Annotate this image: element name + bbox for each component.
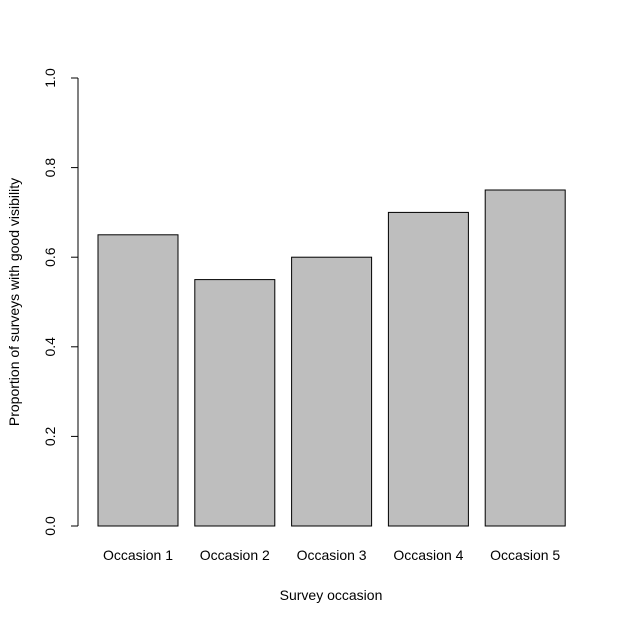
bars-group bbox=[97, 189, 566, 527]
x-tick-label: Occasion 3 bbox=[297, 547, 367, 563]
y-tick-label: 0.6 bbox=[42, 247, 58, 267]
y-axis-title: Proportion of surveys with good visibili… bbox=[6, 178, 22, 426]
bar-3 bbox=[291, 256, 373, 527]
bar-5 bbox=[484, 189, 566, 527]
x-axis-title: Survey occasion bbox=[280, 587, 383, 603]
bar-1 bbox=[97, 234, 179, 527]
y-tick-label: 0.2 bbox=[42, 426, 58, 446]
y-tick-label: 1.0 bbox=[42, 68, 58, 88]
x-tick-label: Occasion 5 bbox=[490, 547, 560, 563]
y-tick-label: 0.0 bbox=[42, 516, 58, 536]
x-axis-labels: Occasion 1 Occasion 2 Occasion 3 Occasion 4… bbox=[103, 547, 560, 563]
y-tick-label: 0.8 bbox=[42, 158, 58, 178]
x-tick-label: Occasion 2 bbox=[200, 547, 270, 563]
y-tick-label: 0.4 bbox=[42, 337, 58, 357]
bar-2 bbox=[194, 279, 276, 527]
bar-4 bbox=[387, 211, 469, 527]
y-axis: 0.0 0.2 0.4 0.6 0.8 1.0 bbox=[42, 68, 79, 536]
x-tick-label: Occasion 1 bbox=[103, 547, 173, 563]
x-tick-label: Occasion 4 bbox=[393, 547, 463, 563]
